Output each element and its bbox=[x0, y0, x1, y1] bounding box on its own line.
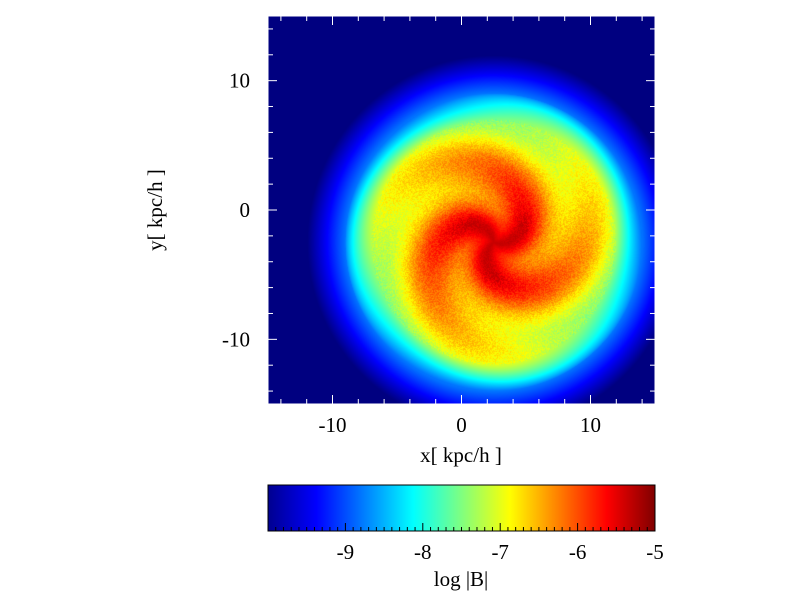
colorbar-tick-label: -7 bbox=[491, 540, 509, 564]
x-axis-label: x[ kpc/h ] bbox=[420, 443, 502, 467]
x-tick-label: -10 bbox=[319, 413, 347, 437]
y-tick-label: -10 bbox=[222, 327, 250, 351]
y-axis-label: y[ kpc/h ] bbox=[143, 169, 167, 251]
x-tick-label: 0 bbox=[456, 413, 467, 437]
colorbar-ticks bbox=[267, 523, 656, 531]
y-tick-label: 10 bbox=[229, 69, 250, 93]
colorbar-tick-label: -8 bbox=[414, 540, 432, 564]
colorbar-tick-label: -9 bbox=[337, 540, 355, 564]
colorbar: -9 -8 -7 -6 -5 log |B| bbox=[267, 484, 664, 591]
x-tick-label: 10 bbox=[580, 413, 601, 437]
plot-ticks bbox=[268, 16, 655, 404]
colorbar-tick-labels: -9 -8 -7 -6 -5 bbox=[337, 540, 664, 564]
y-tick-labels: -10 0 10 bbox=[222, 69, 250, 352]
colorbar-label: log |B| bbox=[434, 567, 489, 591]
colorbar-fill bbox=[268, 485, 655, 531]
y-tick-label: 0 bbox=[240, 198, 251, 222]
magnetic-field-heatmap bbox=[268, 16, 655, 404]
x-tick-labels: -10 0 10 bbox=[319, 413, 602, 437]
colorbar-tick-label: -6 bbox=[569, 540, 587, 564]
heatmap-plot bbox=[267, 15, 656, 405]
colorbar-tick-label: -5 bbox=[646, 540, 664, 564]
